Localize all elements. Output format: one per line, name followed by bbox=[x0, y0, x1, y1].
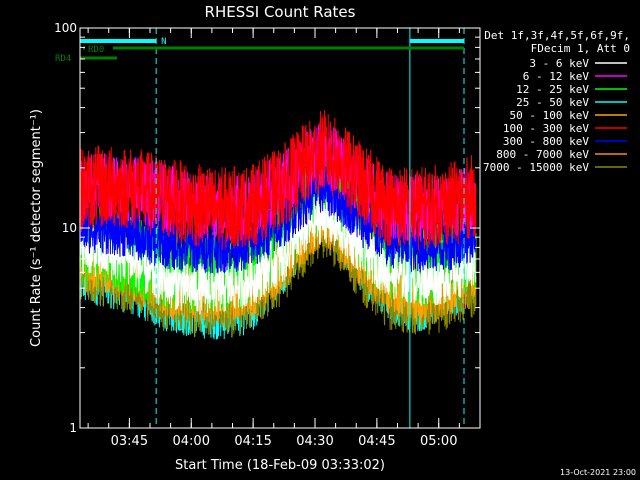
x-tick-label: 04:00 bbox=[173, 434, 210, 449]
legend-entry-label: 100 - 300 keV bbox=[503, 122, 589, 135]
chart-title: RHESSI Count Rates bbox=[205, 3, 356, 21]
x-tick-label: 04:45 bbox=[358, 434, 395, 449]
legend-entry-label: 7000 - 15000 keV bbox=[483, 161, 589, 174]
night-label: N bbox=[161, 37, 166, 47]
legend-entry-label: 3 - 6 keV bbox=[529, 57, 589, 70]
traces-layer bbox=[79, 109, 477, 340]
legend-entry-label: 12 - 25 keV bbox=[516, 83, 589, 96]
legend: Det 1f,3f,4f,5f,6f,9f,FDecim 1, Att 0 3 -… bbox=[483, 29, 630, 174]
legend-entry-label: 50 - 100 keV bbox=[510, 109, 590, 122]
y-tick-label: 10 bbox=[62, 221, 77, 235]
overlays-layer: N RD0 RD4 bbox=[55, 28, 465, 428]
x-axis-label: Start Time (18-Feb-09 03:33:02) bbox=[175, 458, 385, 473]
rd0-label-bg bbox=[85, 43, 113, 54]
y-axis-label: Count Rate (s⁻¹ detector segment⁻¹) bbox=[29, 109, 44, 347]
legend-entry-label: 6 - 12 keV bbox=[523, 70, 590, 83]
legend-entry-label: 800 - 7000 keV bbox=[496, 148, 589, 161]
x-tick-label: 05:00 bbox=[420, 434, 457, 449]
rd4-label: RD4 bbox=[55, 54, 71, 64]
rd0-label: RD0 bbox=[88, 45, 104, 55]
x-tick-label: 04:15 bbox=[234, 434, 271, 449]
legend-header-line: FDecim 1, Att 0 bbox=[531, 42, 630, 55]
y-tick-label: 100 bbox=[54, 21, 77, 35]
legend-entry-label: 25 - 50 keV bbox=[516, 96, 589, 109]
axes-layer: 1 10 100 03:45 04:00 04:15 04:30 04:45 05:00 bbox=[54, 21, 481, 449]
x-tick-label: 04:30 bbox=[296, 434, 333, 449]
legend-entry-label: 300 - 800 keV bbox=[503, 135, 589, 148]
x-tick-label: 03:45 bbox=[111, 434, 148, 449]
footer-date: 13-Oct-2021 23:00 bbox=[560, 468, 636, 477]
y-tick-label: 1 bbox=[69, 421, 77, 435]
legend-header-line: Det 1f,3f,4f,5f,6f,9f, bbox=[484, 29, 630, 42]
